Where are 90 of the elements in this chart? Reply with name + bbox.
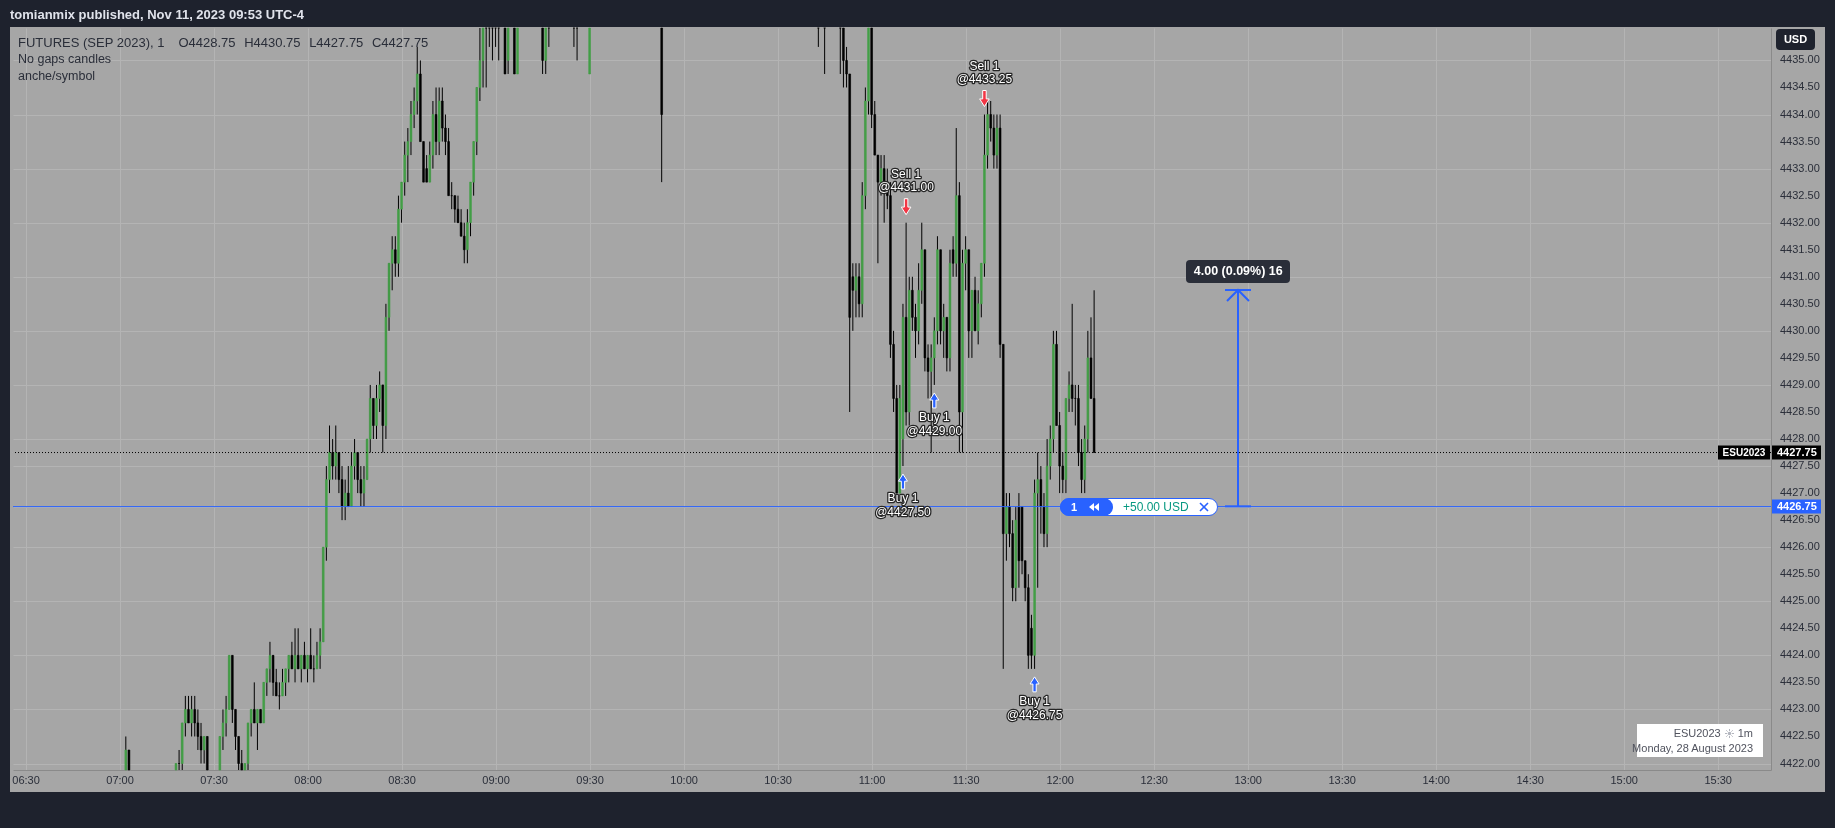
x-tick-label: 10:30 xyxy=(764,773,792,786)
candlestick xyxy=(278,681,281,710)
y-tick-label: 4428.00 xyxy=(1780,432,1820,445)
ref-line-label: ESU2023 xyxy=(1722,446,1766,458)
y-tick-label: 4426.00 xyxy=(1780,540,1820,553)
x-tick-label: 15:30 xyxy=(1704,773,1732,786)
y-tick-label: 4431.00 xyxy=(1780,269,1820,282)
candlestick xyxy=(306,654,309,683)
y-tick-label: 4435.00 xyxy=(1780,53,1820,66)
y-tick-label: 4429.50 xyxy=(1780,350,1820,363)
y-tick-label: 4425.00 xyxy=(1780,594,1820,607)
annotation: 4.00 (0.09%) 16 xyxy=(1192,264,1284,280)
candlestick xyxy=(491,27,494,61)
y-tick-label: 4427.75 xyxy=(1777,445,1817,458)
x-tick-label: 13:00 xyxy=(1234,773,1262,786)
x-tick-label: 11:30 xyxy=(952,773,980,786)
y-tick-label: 4426.50 xyxy=(1780,513,1820,526)
x-tick-label: 09:30 xyxy=(576,773,604,786)
y-tick-label: 4433.00 xyxy=(1780,161,1820,174)
candlestick xyxy=(343,479,347,521)
y-tick-label: 4427.50 xyxy=(1780,459,1820,472)
candlestick xyxy=(296,627,300,670)
y-tick-label: 4424.00 xyxy=(1780,648,1820,661)
candlestick xyxy=(287,654,290,683)
x-tick-label: 14:30 xyxy=(1516,773,1544,786)
annotation: anche/symbol xyxy=(18,69,96,84)
y-tick-label: 4423.50 xyxy=(1780,675,1820,688)
y-tick-label: 4428.50 xyxy=(1780,404,1820,417)
x-tick-label: 14:00 xyxy=(1422,773,1450,786)
candlestick xyxy=(253,681,256,724)
label-box: 4.00 (0.09%) 16 xyxy=(1186,260,1291,284)
x-tick-label: 10:00 xyxy=(670,773,698,786)
candlestick xyxy=(190,695,193,737)
candlestick xyxy=(127,749,131,771)
candlestick xyxy=(817,27,820,48)
candlestick xyxy=(268,641,272,683)
y-tick-label: 4432.00 xyxy=(1780,215,1820,228)
annotation: No gaps candles xyxy=(18,52,112,67)
candlestick xyxy=(303,641,306,670)
x-tick-label: 11:00 xyxy=(858,773,886,786)
annotation: 1 xyxy=(1071,499,1078,514)
text: FUTURES (SEP 2023), 1 xyxy=(18,35,165,50)
candlestick xyxy=(463,222,466,264)
y-tick-label: 4422.50 xyxy=(1780,729,1820,742)
candlestick xyxy=(256,708,259,751)
x-tick-label: 07:00 xyxy=(106,773,134,786)
x-tick-label: 08:00 xyxy=(294,773,322,786)
y-tick-label: 4431.50 xyxy=(1780,242,1820,255)
candlestick xyxy=(547,27,551,48)
candlestick xyxy=(187,695,190,724)
y-tick-label: 4434.00 xyxy=(1780,107,1820,120)
candlestick xyxy=(575,27,579,61)
text: O4428.75 H4430.75 L4427.75 C4427.75 xyxy=(178,35,429,50)
ref-line-label: +50.00 USD xyxy=(1123,499,1189,514)
y-tick-label: 4423.00 xyxy=(1780,702,1820,715)
x-tick-label: 13:30 xyxy=(1328,773,1356,786)
currency-button: USD xyxy=(1776,29,1815,50)
annotation: Sell 1 @4433.25 xyxy=(956,58,1013,87)
candlestick xyxy=(300,654,303,683)
y-tick-label: 4430.00 xyxy=(1780,323,1820,336)
y-tick-label: 4432.50 xyxy=(1780,188,1820,201)
x-tick-label: 15:00 xyxy=(1610,773,1638,786)
x-tick-label: 12:00 xyxy=(1046,773,1074,786)
y-tick-label: 4433.50 xyxy=(1780,134,1820,147)
x-tick-label: 06:30 xyxy=(12,773,40,786)
candlestick xyxy=(839,27,842,75)
candlestick xyxy=(823,27,826,75)
x-tick-label: 09:00 xyxy=(482,773,510,786)
candlestick xyxy=(494,27,497,48)
candlestick xyxy=(497,27,500,61)
x-tick-label: 07:30 xyxy=(200,773,228,786)
x-tick-label: 08:30 xyxy=(388,773,416,786)
candlestick xyxy=(394,235,397,278)
y-tick-label: 4429.00 xyxy=(1780,377,1820,390)
x-tick-label: 12:30 xyxy=(1140,773,1168,786)
annotation: 1m xyxy=(1737,727,1753,740)
candlestick xyxy=(488,27,491,48)
y-tick-label: 4430.50 xyxy=(1780,296,1820,309)
y-tick-label: 4422.00 xyxy=(1780,756,1820,769)
y-tick-label: 4427.00 xyxy=(1780,486,1820,499)
candlestick xyxy=(312,654,316,683)
candlestick xyxy=(124,735,128,771)
y-tick-label: 4424.50 xyxy=(1780,621,1820,634)
y-tick-label: 4426.75 xyxy=(1777,499,1817,512)
y-tick-label: 4425.50 xyxy=(1780,567,1820,580)
y-tick-label: 4434.50 xyxy=(1780,80,1820,93)
candlestick xyxy=(347,465,350,508)
text: tomianmix published, Nov 11, 2023 09:53 UTC-4 xyxy=(10,7,305,22)
candlestick xyxy=(293,627,297,683)
annotation: ESU2023 xyxy=(1673,727,1721,740)
